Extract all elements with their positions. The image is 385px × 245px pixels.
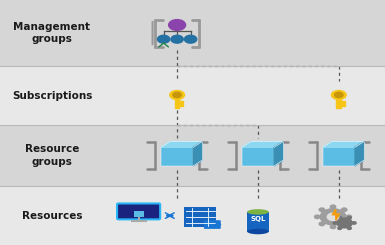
Ellipse shape [247,229,269,234]
FancyBboxPatch shape [117,203,160,219]
Text: Subscriptions: Subscriptions [12,91,92,100]
Bar [179,101,183,103]
Circle shape [169,20,186,30]
Circle shape [319,222,325,226]
Circle shape [333,222,337,224]
Polygon shape [323,142,364,147]
Bar [161,147,193,166]
Circle shape [167,215,169,216]
Bar [341,104,345,106]
Bar [134,211,144,217]
Polygon shape [242,142,283,147]
Text: Resources: Resources [22,211,82,220]
Circle shape [335,92,343,98]
Bar [242,147,274,166]
FancyBboxPatch shape [204,220,221,229]
Circle shape [341,222,347,226]
Polygon shape [161,142,202,147]
Bar [175,94,179,108]
Circle shape [173,92,181,98]
Circle shape [315,215,320,219]
Circle shape [346,215,352,219]
Circle shape [327,213,339,220]
Circle shape [320,209,346,225]
Circle shape [169,215,171,216]
Text: Resource
groups: Resource groups [25,144,79,167]
Circle shape [171,35,183,43]
Polygon shape [193,142,202,166]
Circle shape [347,216,351,219]
Circle shape [157,35,170,43]
Circle shape [337,218,352,228]
Circle shape [184,35,197,43]
Bar [341,101,345,103]
Bar [336,94,341,108]
Ellipse shape [215,223,221,226]
Polygon shape [274,142,283,166]
Polygon shape [355,142,364,166]
Text: SQL: SQL [250,216,266,222]
Circle shape [331,90,347,100]
Circle shape [319,208,325,211]
Circle shape [330,225,336,229]
Circle shape [330,205,336,208]
Bar [179,104,183,106]
Circle shape [347,227,351,230]
Circle shape [338,227,342,230]
Bar [184,207,216,227]
Bar [0,125,385,186]
Text: Management
groups: Management groups [13,22,90,45]
Circle shape [169,90,185,100]
Circle shape [341,208,347,211]
Bar [247,212,269,232]
Ellipse shape [247,209,269,215]
Circle shape [338,216,342,219]
Bar [323,147,355,166]
Bar [0,0,385,66]
Bar [0,186,385,245]
Circle shape [352,222,356,224]
Circle shape [171,215,173,216]
Polygon shape [333,209,339,220]
Bar [0,66,385,125]
